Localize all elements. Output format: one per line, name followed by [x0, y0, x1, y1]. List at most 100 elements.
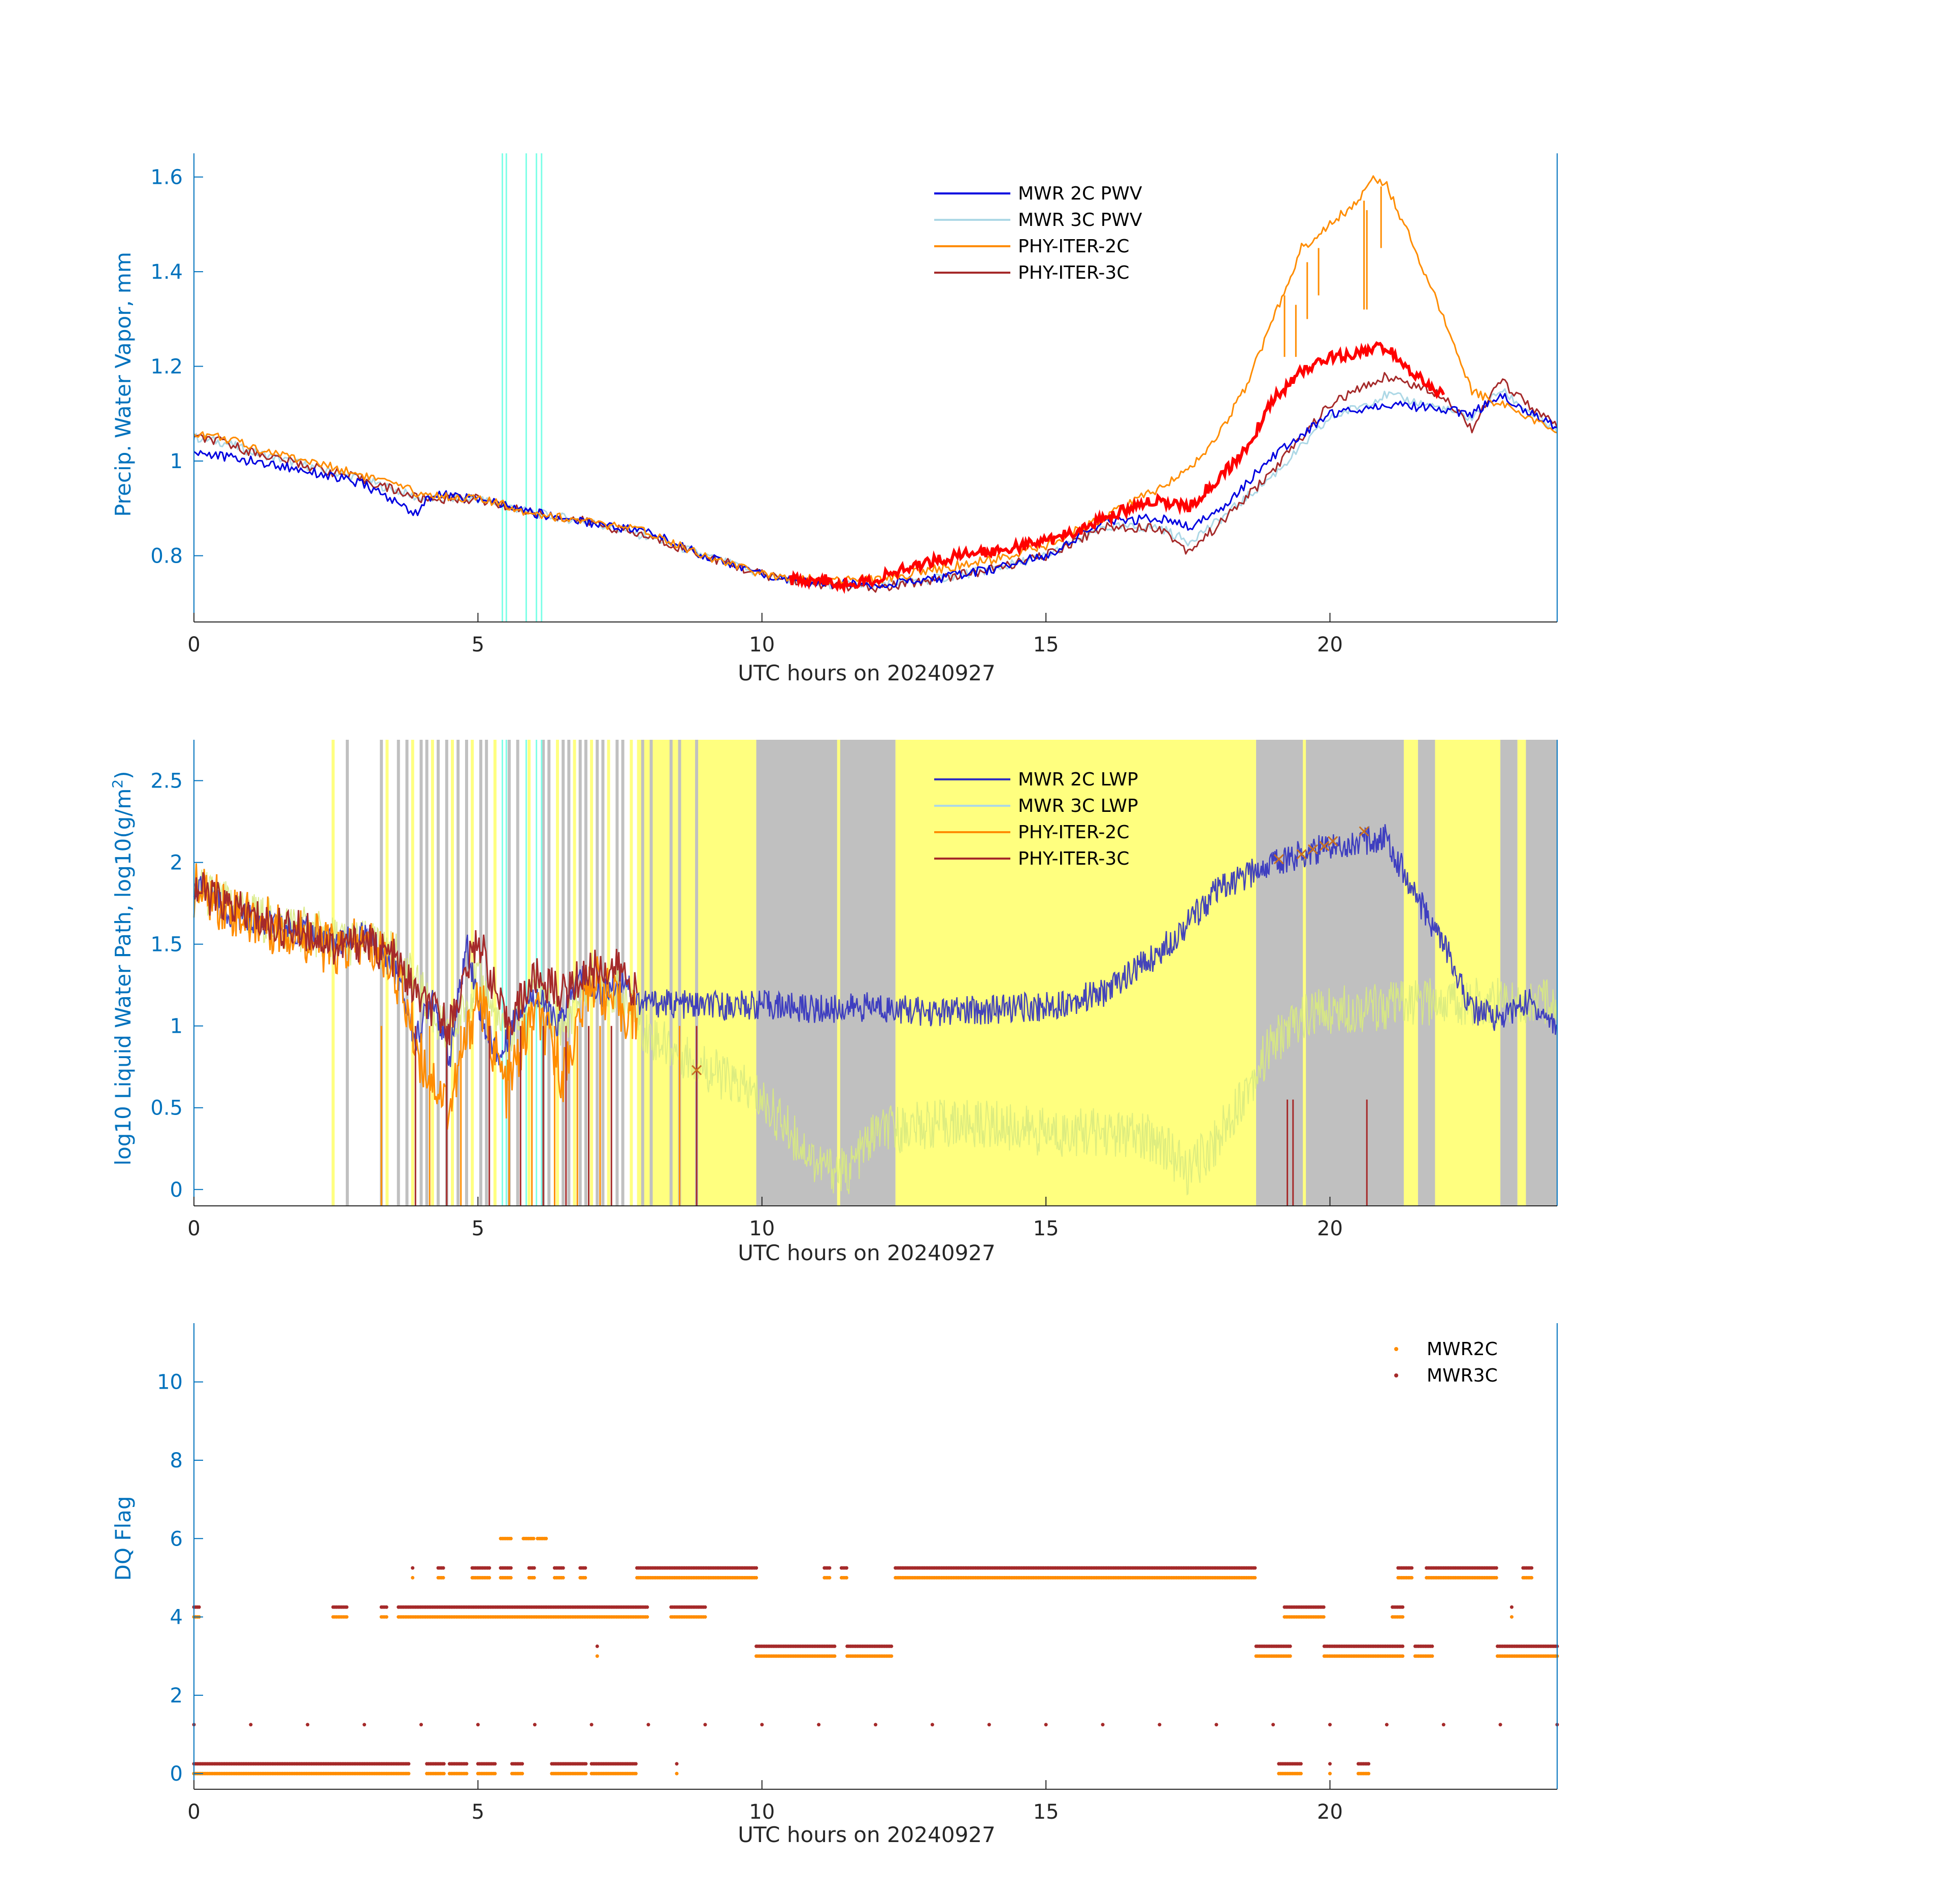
dq-axes: 0 5 10 15 20 0 2 4 6 8 10 — [157, 1323, 1558, 1824]
dq-point — [561, 1566, 565, 1570]
dq-legend: MWR2C MWR3C — [1394, 1339, 1498, 1386]
dq-point — [561, 1575, 565, 1580]
y-tick-label: 8 — [170, 1449, 183, 1472]
dq-point — [589, 1723, 594, 1727]
dq-point — [646, 1723, 650, 1727]
pwv-x-axis-label: UTC hours on 20240927 — [738, 661, 996, 685]
pwv-legend: MWR 2C PWV MWR 3C PWV PHY-ITER-2C PHY-ITER-… — [934, 183, 1142, 283]
legend-entry-text: MWR 2C PWV — [1018, 183, 1142, 204]
dq-point — [1410, 1575, 1414, 1580]
dq-point — [532, 1575, 536, 1580]
dq-point — [1044, 1723, 1048, 1727]
dq-x-axis-label: UTC hours on 20240927 — [738, 1822, 996, 1847]
dq-point — [306, 1723, 310, 1727]
lwp-axes: 0 5 10 15 20 0 0.5 1 1.5 2 2.5 — [150, 740, 1558, 1240]
series-line-mwr-3c-pwv — [193, 388, 1558, 589]
dq-point — [828, 1566, 832, 1570]
x-marker — [1319, 841, 1330, 851]
dq-point — [509, 1536, 513, 1540]
dq-point — [465, 1762, 469, 1766]
dq-point — [1328, 1771, 1332, 1776]
y-tick-label: 6 — [170, 1527, 183, 1551]
lwp-y-axis-label-main: log10 Liquid Water Path, log10(g/m — [111, 789, 136, 1166]
dq-point — [1401, 1605, 1405, 1609]
dq-point — [419, 1723, 423, 1727]
dq-point — [645, 1615, 649, 1619]
dq-point — [1299, 1771, 1303, 1776]
dq-point — [1530, 1566, 1534, 1570]
x-tick-label: 0 — [187, 633, 200, 656]
pwv-axes: 0 5 10 15 20 0.8 1 1.2 1.4 1.6 — [150, 153, 1558, 656]
y-tick-label: 1.5 — [150, 933, 183, 957]
x-tick-label: 5 — [472, 1800, 484, 1824]
dq-series — [192, 1536, 1559, 1776]
dq-point — [1322, 1605, 1326, 1609]
legend-entry-text: PHY-ITER-2C — [1018, 236, 1129, 257]
dq-panel: 0 5 10 15 20 0 2 4 6 8 10 UTC hours on 20240927 DQ… — [111, 1323, 1559, 1847]
x-marker — [1273, 854, 1284, 865]
lwp-y-axis-label: log10 Liquid Water Path, log10(g/m2) — [109, 771, 136, 1165]
y-tick-label: 1 — [170, 450, 183, 473]
dq-point — [1328, 1762, 1332, 1766]
dq-point — [1322, 1615, 1326, 1619]
dq-point — [407, 1771, 411, 1776]
dq-point — [634, 1762, 638, 1766]
x-tick-label: 10 — [749, 1217, 775, 1240]
dq-point — [465, 1771, 469, 1776]
dq-point — [1530, 1575, 1534, 1580]
dq-point — [874, 1723, 877, 1727]
series-line-mwr-3c-lwp — [193, 868, 1558, 1196]
y-tick-label: 1.6 — [150, 166, 183, 189]
lwp-legend: MWR 2C LWP MWR 3C LWP PHY-ITER-2C PHY-ITER-… — [934, 769, 1138, 869]
dq-point — [197, 1605, 201, 1609]
series-line-phy-iter-3c — [193, 372, 1558, 593]
dq-point — [520, 1771, 524, 1776]
dq-point — [1401, 1644, 1405, 1648]
dq-point — [987, 1723, 991, 1727]
y-tick-label: 1 — [170, 1015, 183, 1038]
dq-point — [703, 1605, 707, 1609]
dq-point — [675, 1771, 679, 1776]
x-tick-label: 0 — [187, 1800, 200, 1824]
dq-point — [1510, 1615, 1513, 1619]
dq-point — [1367, 1771, 1371, 1776]
dq-point — [441, 1566, 445, 1570]
y-tick-label: 0.5 — [150, 1097, 183, 1120]
dq-point — [1401, 1654, 1405, 1658]
legend-entry-text: MWR 3C LWP — [1018, 796, 1138, 816]
pwv-series — [193, 175, 1558, 594]
legend-entry-text: PHY-ITER-3C — [1018, 262, 1129, 283]
dq-point — [1498, 1723, 1502, 1727]
dq-point — [595, 1644, 599, 1648]
dq-point — [817, 1723, 821, 1727]
dq-point — [411, 1575, 415, 1580]
dq-point — [532, 1566, 536, 1570]
series-line-mwr-2c-pwv — [193, 392, 1558, 589]
dq-point — [890, 1654, 894, 1658]
x-marker — [692, 1065, 702, 1075]
dq-point — [1288, 1644, 1292, 1648]
dq-point — [833, 1654, 837, 1658]
dq-point — [509, 1566, 513, 1570]
y-tick-label: 0.8 — [150, 544, 183, 568]
legend-marker — [1394, 1347, 1398, 1351]
dq-point — [1430, 1644, 1434, 1648]
red-markers-line — [788, 341, 1445, 594]
x-tick-label: 10 — [749, 633, 775, 656]
dq-point — [520, 1762, 524, 1766]
x-tick-label: 10 — [749, 1800, 775, 1824]
dq-point — [493, 1771, 497, 1776]
pwv-cyan-lines — [501, 153, 543, 622]
gray-band — [1256, 740, 1404, 1206]
dq-point — [363, 1723, 367, 1727]
dq-point — [384, 1605, 388, 1609]
dq-point — [509, 1575, 513, 1580]
legend-marker — [1394, 1373, 1398, 1377]
dq-point — [345, 1605, 349, 1609]
dq-point — [1101, 1723, 1105, 1727]
dq-point — [1299, 1762, 1303, 1766]
dq-point — [407, 1762, 411, 1766]
lwp-y-axis-label-sup: 2 — [109, 779, 126, 789]
x-tick-label: 20 — [1317, 1800, 1343, 1824]
dq-point — [754, 1566, 759, 1570]
